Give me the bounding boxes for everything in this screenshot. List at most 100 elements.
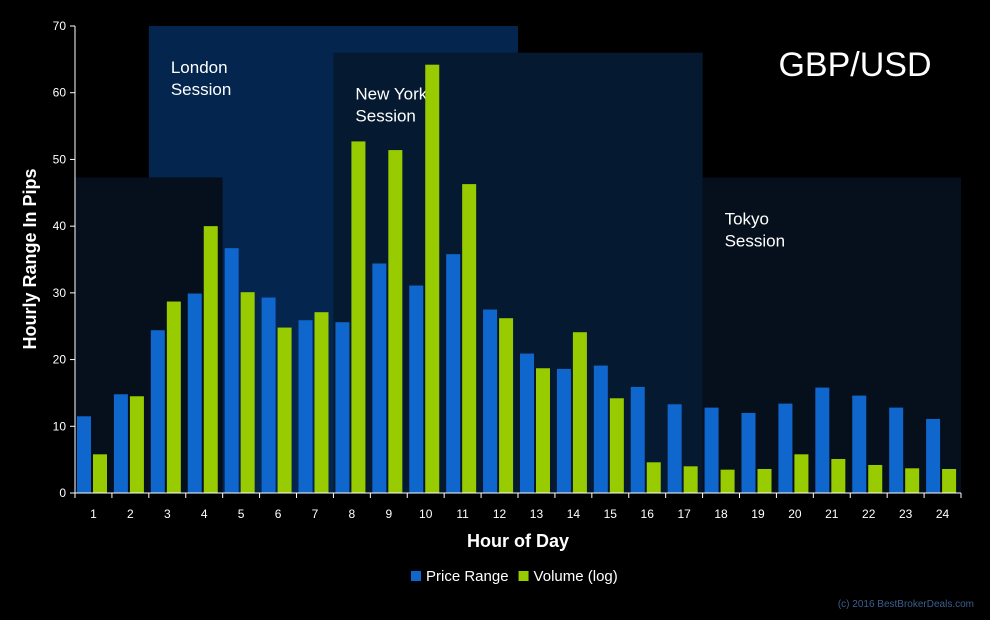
price-range-bar-3 xyxy=(150,330,165,493)
volume-bar-3 xyxy=(166,301,181,493)
volume-bar-19 xyxy=(757,468,772,493)
credit-text: (c) 2016 BestBrokerDeals.com xyxy=(838,599,974,610)
y-tick-label: 10 xyxy=(53,419,67,433)
x-tick-label: 13 xyxy=(530,507,544,521)
x-tick-label: 4 xyxy=(201,507,208,521)
price-range-bar-1 xyxy=(77,416,91,493)
volume-bar-5 xyxy=(240,292,255,493)
volume-bar-15 xyxy=(609,398,624,493)
y-axis-title: Hourly Range In Pips xyxy=(20,168,40,349)
session-label-3-line2: Session xyxy=(725,231,785,250)
price-range-bar-24 xyxy=(926,418,941,493)
x-tick-label: 9 xyxy=(385,507,392,521)
session-label-0-line1: London xyxy=(171,58,228,77)
volume-bar-20 xyxy=(794,454,809,493)
price-range-bar-9 xyxy=(372,263,387,493)
volume-bar-7 xyxy=(314,312,329,493)
chart-title: GBP/USD xyxy=(778,46,931,84)
volume-bar-18 xyxy=(720,469,735,493)
session-backgrounds xyxy=(75,26,961,494)
volume-bar-8 xyxy=(351,141,366,493)
x-tick-label: 16 xyxy=(641,507,655,521)
x-tick-label: 22 xyxy=(862,507,876,521)
price-range-bar-6 xyxy=(261,297,276,493)
session-labels: London Session New York Session Tokyo Session xyxy=(171,58,785,250)
volume-bar-16 xyxy=(646,462,661,493)
x-tick-label: 8 xyxy=(349,507,356,521)
price-range-bar-13 xyxy=(520,353,534,493)
x-axis-title: Hour of Day xyxy=(467,531,569,551)
volume-bar-17 xyxy=(683,466,698,493)
y-tick-label: 60 xyxy=(53,86,67,100)
x-tick-label: 20 xyxy=(788,507,802,521)
price-range-bar-15 xyxy=(593,365,608,493)
volume-bar-14 xyxy=(572,332,587,493)
price-range-bar-17 xyxy=(667,404,682,493)
legend-label-1: Volume (log) xyxy=(534,568,618,585)
legend-swatch-0 xyxy=(411,571,421,581)
price-range-bar-11 xyxy=(446,254,461,493)
session-label-1-line2: Session xyxy=(355,107,415,126)
x-tick-label: 24 xyxy=(936,507,950,521)
x-tick-label: 3 xyxy=(164,507,171,521)
y-tick-label: 70 xyxy=(53,19,67,33)
price-range-bar-4 xyxy=(187,293,202,493)
y-tick-label: 30 xyxy=(53,286,67,300)
price-range-bar-19 xyxy=(741,412,756,493)
legend: Price Range Volume (log) xyxy=(411,568,618,585)
volume-bar-2 xyxy=(129,396,144,493)
x-tick-label: 19 xyxy=(751,507,765,521)
volume-bar-22 xyxy=(868,464,883,493)
x-tick-label: 10 xyxy=(419,507,433,521)
session-label-3-line1: Tokyo xyxy=(725,209,769,228)
volume-bar-23 xyxy=(905,468,920,493)
y-tick-label: 20 xyxy=(53,353,67,367)
x-tick-label: 11 xyxy=(456,507,469,521)
price-range-bar-7 xyxy=(298,320,313,493)
x-tick-label: 2 xyxy=(127,507,134,521)
price-range-bar-23 xyxy=(889,407,904,493)
price-range-bar-12 xyxy=(483,309,498,493)
price-range-bar-20 xyxy=(778,403,793,493)
price-range-bar-16 xyxy=(630,386,645,493)
legend-label-0: Price Range xyxy=(426,568,509,585)
price-range-bar-2 xyxy=(113,394,128,493)
volume-bar-1 xyxy=(93,454,107,493)
price-range-bar-21 xyxy=(815,387,830,493)
volume-bar-11 xyxy=(462,184,477,493)
price-range-bar-5 xyxy=(224,248,239,493)
legend-swatch-1 xyxy=(518,571,529,581)
x-tick-label: 15 xyxy=(604,507,618,521)
y-tick-label: 0 xyxy=(59,486,66,500)
x-tick-label: 14 xyxy=(567,507,581,521)
x-tick-label: 5 xyxy=(238,507,245,521)
session-label-0-line2: Session xyxy=(171,80,231,99)
volume-bar-4 xyxy=(203,226,218,493)
x-tick-label: 1 xyxy=(90,507,97,521)
volume-bar-9 xyxy=(388,150,403,494)
volume-bar-24 xyxy=(942,468,957,493)
volume-bar-21 xyxy=(831,458,846,493)
price-range-bar-14 xyxy=(556,368,571,493)
volume-bar-10 xyxy=(425,64,440,494)
x-tick-label: 17 xyxy=(677,507,691,521)
x-tick-label: 23 xyxy=(899,507,913,521)
x-tick-label: 7 xyxy=(312,507,319,521)
volume-bar-6 xyxy=(277,327,292,493)
y-tick-label: 40 xyxy=(53,219,67,233)
volume-bar-12 xyxy=(499,318,514,493)
price-range-bar-8 xyxy=(335,322,350,493)
volume-bar-13 xyxy=(536,368,550,493)
price-range-bar-10 xyxy=(409,285,424,493)
y-tick-label: 50 xyxy=(53,152,67,166)
x-tick-label: 12 xyxy=(493,507,507,521)
price-range-bar-18 xyxy=(704,407,719,493)
x-tick-label: 6 xyxy=(275,507,282,521)
bars xyxy=(77,64,957,494)
price-range-bar-22 xyxy=(852,395,867,493)
session-label-1-line1: New York xyxy=(355,85,427,104)
x-tick-label: 21 xyxy=(825,507,839,521)
x-tick-label: 18 xyxy=(714,507,728,521)
